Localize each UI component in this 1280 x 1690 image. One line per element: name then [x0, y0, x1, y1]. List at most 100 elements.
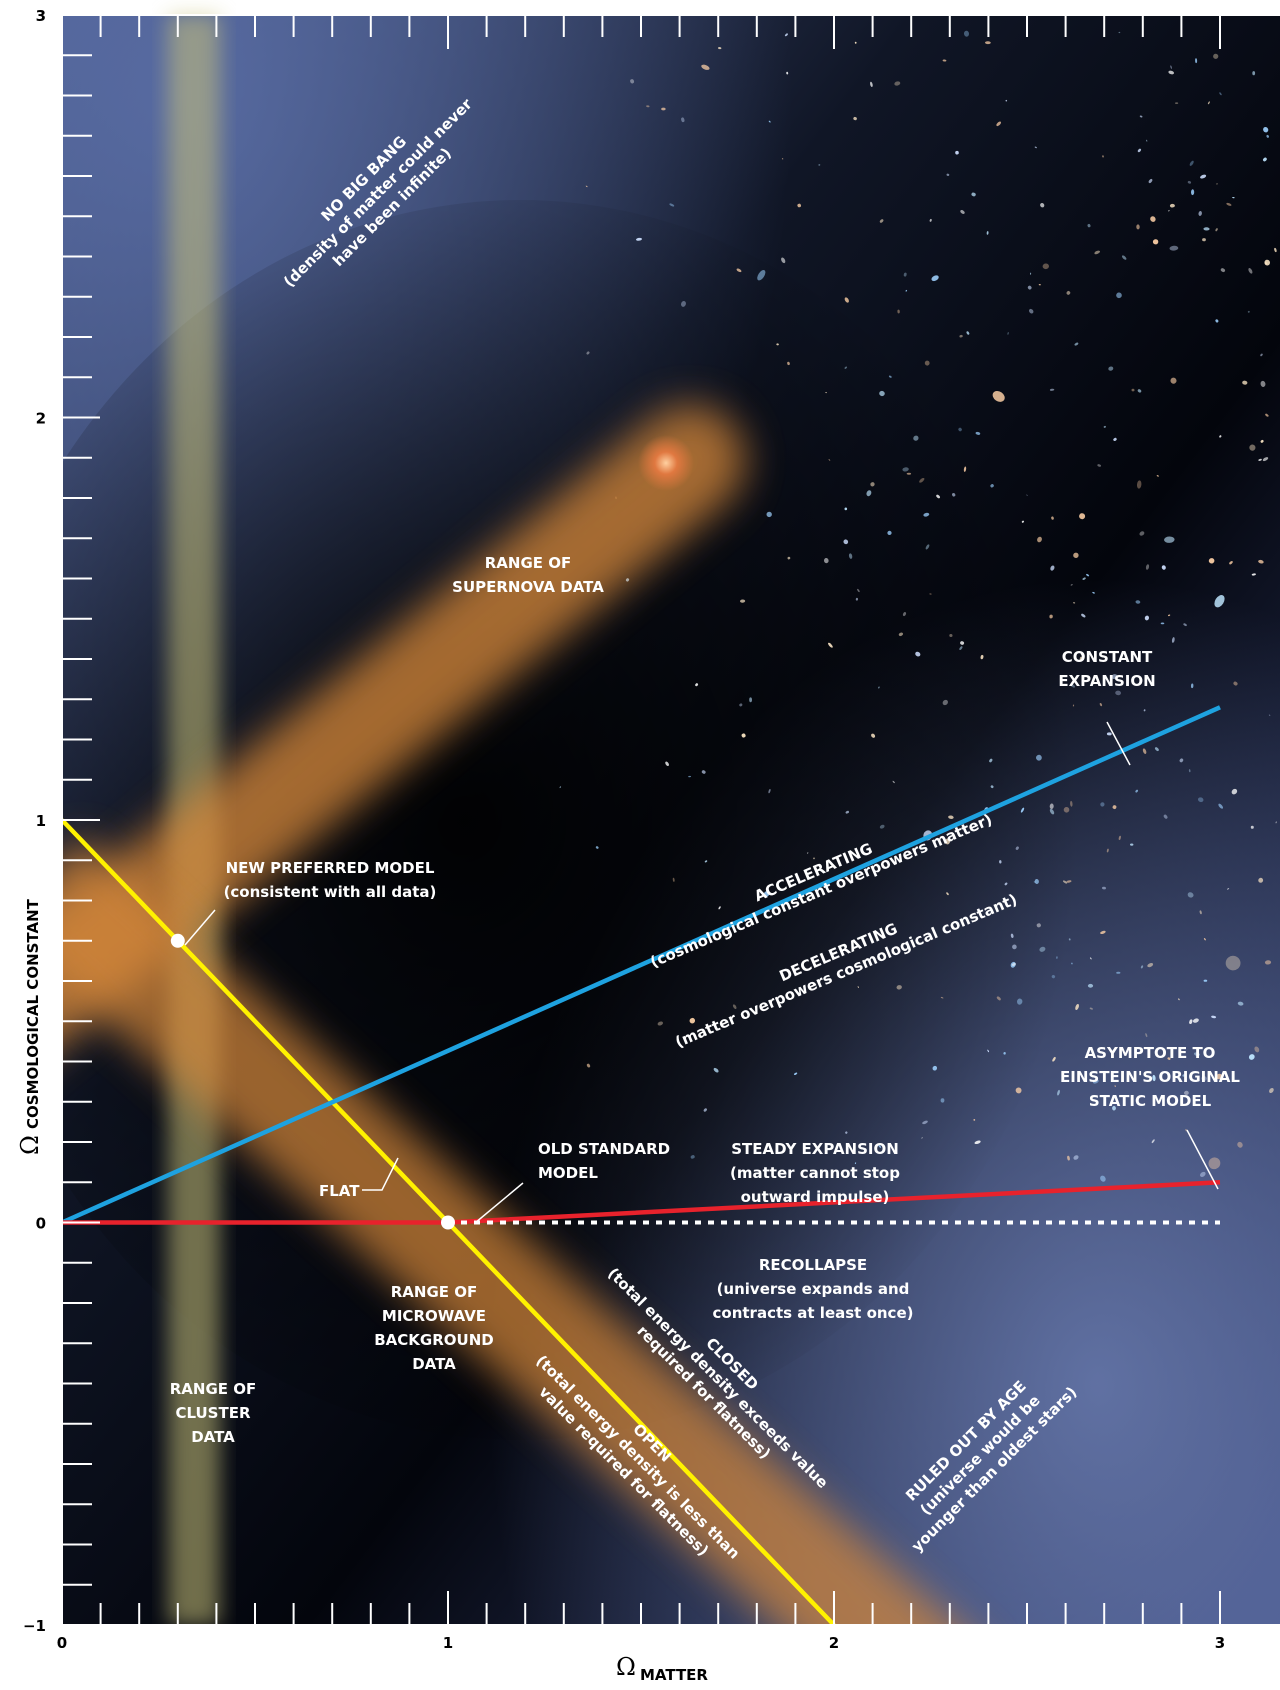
galaxy: [922, 1120, 928, 1125]
galaxy: [905, 289, 908, 292]
galaxy: [1081, 613, 1086, 618]
callout-lines: [184, 721, 1219, 1224]
y-axis-omega: Ω: [16, 1135, 44, 1155]
galaxy: [787, 361, 790, 366]
galaxy: [1198, 211, 1202, 216]
microwave-label-1: RANGE OF: [391, 1283, 478, 1301]
galaxy: [1218, 803, 1224, 809]
galaxy: [585, 185, 588, 188]
galaxy: [986, 231, 989, 235]
galaxy: [1036, 923, 1041, 928]
galaxy: [1011, 962, 1016, 966]
galaxy: [985, 41, 991, 45]
galaxy: [1268, 714, 1271, 716]
galaxy: [1062, 880, 1068, 884]
galaxy: [1106, 732, 1112, 736]
galaxy: [1112, 1105, 1116, 1111]
galaxy: [1260, 380, 1266, 387]
galaxy: [740, 599, 746, 603]
galaxy: [672, 877, 675, 882]
galaxy: [1089, 957, 1092, 960]
cluster-label-1: RANGE OF: [170, 1380, 257, 1398]
axis-titles: Ω MATTER Ω COSMOLOGICAL CONSTANT: [16, 898, 708, 1684]
galaxy: [996, 996, 1001, 1001]
galaxy: [1151, 1139, 1155, 1144]
galaxy: [776, 343, 779, 346]
steady-expansion-label-2: (matter cannot stop: [730, 1164, 900, 1182]
galaxy: [870, 81, 873, 88]
galaxy: [1049, 614, 1053, 619]
galaxy: [1197, 797, 1204, 803]
galaxy: [1203, 227, 1210, 231]
galaxy: [854, 1162, 857, 1165]
galaxy: [1169, 203, 1175, 208]
galaxy: [741, 733, 746, 738]
galaxy: [857, 588, 860, 593]
galaxy: [701, 770, 706, 774]
galaxy: [766, 511, 772, 518]
galaxy: [1219, 92, 1222, 96]
galaxy: [1097, 464, 1102, 467]
galaxy: [701, 64, 710, 70]
galaxy: [1113, 437, 1117, 441]
galaxy: [825, 392, 827, 394]
galaxy: [1248, 1054, 1255, 1060]
galaxy: [1010, 933, 1014, 938]
new-model-label-2: (consistent with all data): [224, 883, 437, 901]
galaxy: [1079, 513, 1086, 520]
galaxy: [959, 334, 963, 338]
galaxy: [1220, 268, 1226, 272]
galaxy: [736, 268, 742, 273]
galaxy: [1195, 58, 1198, 64]
galaxy: [959, 646, 963, 650]
constant-expansion-leader: [1106, 721, 1131, 766]
galaxy: [768, 788, 771, 794]
galaxy: [936, 494, 940, 499]
galaxy: [1130, 843, 1134, 846]
galaxy: [1087, 223, 1091, 228]
galaxy: [1050, 565, 1055, 571]
galaxy: [915, 651, 921, 657]
galaxy: [1089, 1007, 1093, 1010]
data-range-bands: [0, 15, 991, 1690]
new-model-label-1: NEW PREFERRED MODEL: [226, 859, 435, 877]
galaxy: [807, 852, 809, 854]
galaxy: [1121, 255, 1127, 260]
galaxy: [1200, 1171, 1206, 1177]
galaxy: [732, 1004, 737, 1010]
galaxy: [974, 1140, 981, 1145]
galaxy: [1265, 413, 1269, 417]
galaxy: [902, 467, 909, 472]
galaxy: [1030, 272, 1032, 275]
galaxy: [1068, 938, 1071, 941]
galaxy: [963, 30, 970, 37]
galaxy: [718, 906, 721, 910]
galaxy: [1231, 788, 1238, 795]
galaxy: [718, 47, 722, 50]
galaxy: [1160, 622, 1165, 625]
galaxy: [1070, 584, 1073, 586]
galaxy: [1201, 1076, 1207, 1081]
galaxy: [1242, 380, 1248, 385]
galaxy: [879, 390, 885, 397]
galaxy: [1183, 623, 1187, 627]
galaxy: [1034, 146, 1037, 149]
galaxy: [1213, 53, 1219, 59]
galaxy: [888, 375, 892, 378]
galaxy: [636, 237, 642, 241]
galaxy: [855, 597, 859, 601]
galaxy: [1028, 308, 1034, 314]
y-tick-label: 2: [36, 410, 46, 428]
cluster-label-3: DATA: [191, 1428, 235, 1446]
galaxy: [844, 507, 848, 511]
y-tick-label: 3: [36, 7, 46, 25]
galaxy: [1266, 134, 1269, 138]
galaxy: [854, 41, 857, 44]
galaxy: [1189, 1019, 1193, 1025]
galaxy: [1175, 102, 1179, 104]
galaxy: [1227, 888, 1230, 890]
steady-expansion-label-1: STEADY EXPANSION: [731, 1140, 899, 1158]
galaxy: [1269, 1087, 1274, 1094]
galaxy: [1073, 1155, 1079, 1160]
galaxy: [1070, 800, 1073, 807]
